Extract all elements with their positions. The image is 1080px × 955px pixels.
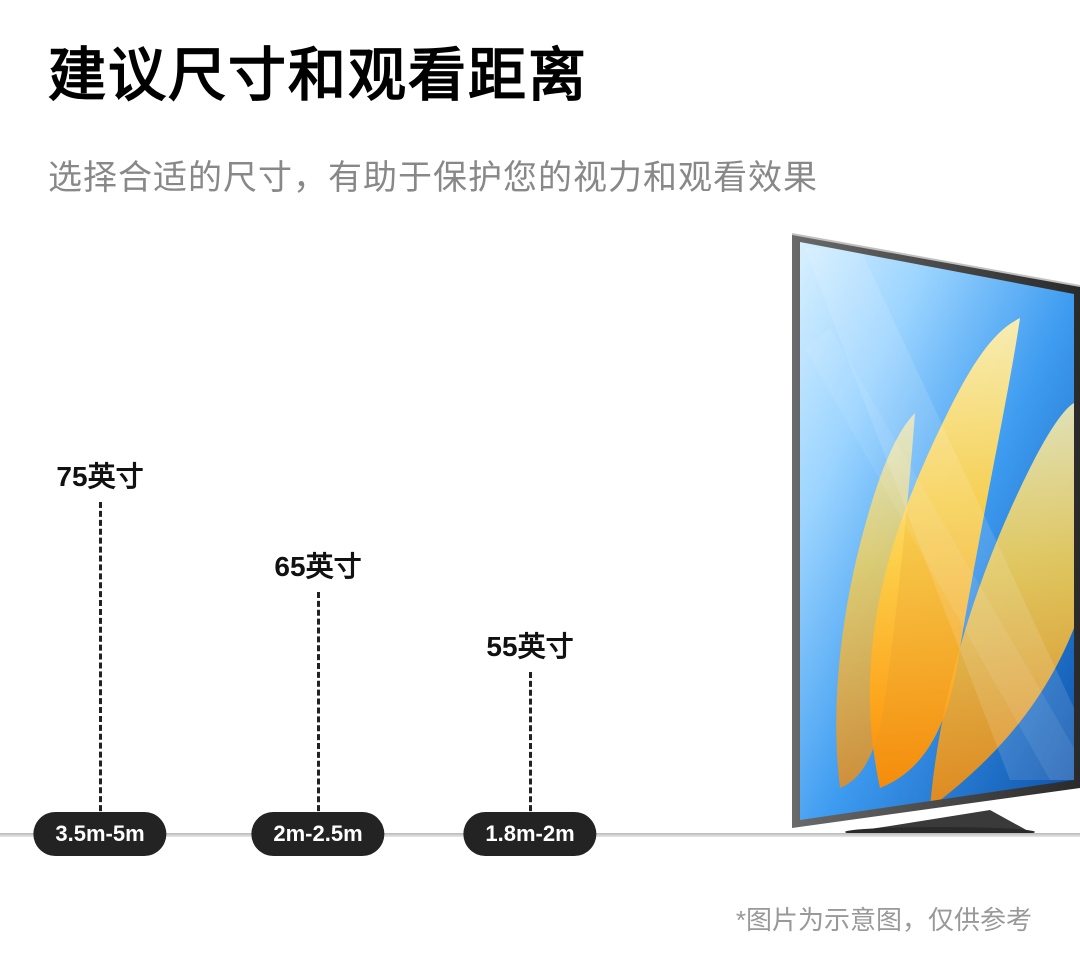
disclaimer-text: *图片为示意图，仅供参考: [736, 900, 1032, 937]
distance-dashed-line: [99, 502, 102, 820]
distance-pill: 1.8m-2m: [463, 812, 596, 856]
page-title: 建议尺寸和观看距离: [48, 28, 588, 112]
distance-dashed-line: [529, 672, 532, 820]
size-label: 75英寸: [56, 455, 143, 495]
distance-dashed-line: [317, 592, 320, 820]
size-label: 65英寸: [274, 545, 361, 585]
distance-pill: 2m-2.5m: [251, 812, 384, 856]
tv-illustration: [730, 228, 1080, 838]
size-label: 55英寸: [486, 625, 573, 665]
page-subtitle: 选择合适的尺寸，有助于保护您的视力和观看效果: [48, 150, 818, 199]
distance-pill: 3.5m-5m: [33, 812, 166, 856]
